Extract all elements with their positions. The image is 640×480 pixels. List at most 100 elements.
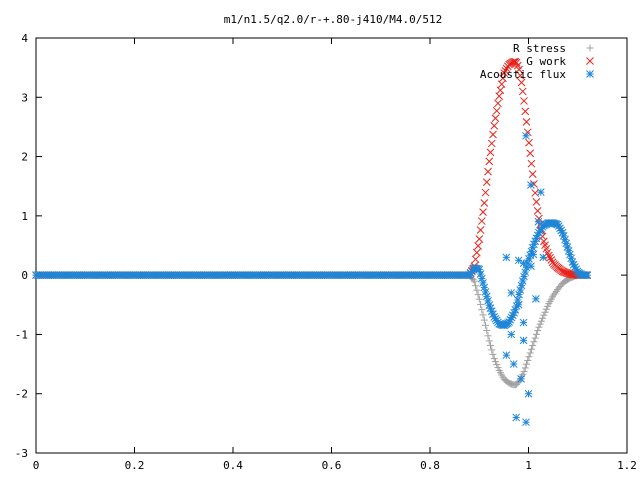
acoustic-flux-scatter-point (509, 360, 518, 368)
g-work-point (485, 157, 494, 166)
acoustic-flux-scatter-point (519, 259, 528, 268)
g-work-point (501, 66, 510, 75)
g-work-point (471, 255, 480, 264)
r-stress-point (551, 289, 559, 297)
r-stress-point (539, 314, 547, 322)
r-stress-point (522, 360, 530, 368)
acoustic-flux-scatter-point (522, 418, 530, 427)
r-stress-point (483, 327, 491, 335)
y-tick-label: 4 (21, 32, 28, 45)
r-stress-point (550, 291, 558, 299)
acoustic-flux-point (477, 274, 486, 283)
legend-label-r-stress: R stress (513, 42, 566, 55)
series-acoustic-flux (32, 131, 592, 427)
plot-frame (35, 37, 628, 454)
g-work-point (528, 170, 537, 178)
acoustic-flux-point (515, 290, 523, 299)
g-work-point (492, 106, 501, 115)
g-work-point (515, 65, 523, 74)
r-stress-point (488, 346, 496, 354)
x-tick-label: 1 (525, 459, 532, 472)
r-stress-point (484, 332, 492, 340)
r-stress-point (520, 368, 528, 376)
r-stress-point (478, 306, 486, 314)
g-work-point (484, 167, 492, 176)
r-stress-point (480, 316, 488, 324)
g-work-point (527, 159, 536, 168)
acoustic-flux-scatter-point (507, 330, 516, 339)
acoustic-flux-point (480, 283, 489, 292)
g-work-point (481, 188, 490, 197)
acoustic-flux-scatter-point (514, 300, 523, 309)
acoustic-flux-scatter-point (532, 295, 540, 303)
r-stress-point (479, 311, 487, 319)
g-work-point (472, 248, 481, 257)
g-work-point (526, 149, 535, 158)
r-stress-point (489, 350, 497, 358)
r-stress-point (525, 353, 533, 361)
acoustic-flux-point (475, 265, 484, 274)
x-tick-label: 0.8 (420, 459, 440, 472)
g-work-point (499, 74, 507, 83)
g-work-point (547, 256, 556, 264)
y-tick-label: 2 (21, 151, 28, 164)
g-work-point (496, 86, 505, 95)
r-stress-point (475, 295, 483, 303)
legend-marker-acoustic-flux (586, 70, 594, 78)
r-stress-point (470, 277, 478, 285)
y-tick-label: -1 (15, 328, 28, 341)
r-stress-point (493, 361, 501, 369)
acoustic-flux-point (583, 271, 592, 279)
legend-marker-r-stress (586, 44, 594, 52)
r-stress-point (540, 311, 548, 319)
acoustic-flux-scatter-point (527, 262, 535, 271)
g-work-point (482, 178, 491, 186)
acoustic-flux-scatter-point (529, 250, 538, 259)
r-stress-point (535, 323, 543, 331)
g-work-point (491, 114, 500, 123)
g-work-point (477, 217, 486, 225)
r-stress-point (490, 355, 498, 363)
g-work-point (521, 107, 530, 116)
g-work-point (518, 87, 527, 96)
g-work-point (535, 214, 543, 223)
r-stress-point (532, 330, 540, 338)
legend-label-acoustic-flux: Acoustic flux (480, 68, 566, 81)
r-stress-point (529, 342, 537, 350)
acoustic-flux-point (476, 270, 485, 278)
r-stress-point (527, 345, 535, 353)
g-work-point (544, 251, 553, 260)
g-work-point (546, 253, 554, 262)
g-work-point (500, 69, 509, 77)
acoustic-flux-point (484, 297, 492, 305)
series-r-stress (32, 271, 591, 389)
g-work-point (497, 80, 506, 89)
r-stress-point (530, 338, 538, 346)
acoustic-flux-scatter-point (517, 375, 525, 383)
g-work-point (486, 148, 495, 157)
acoustic-flux-scatter-point (519, 336, 528, 345)
r-stress-point (542, 305, 550, 313)
r-stress-point (524, 356, 532, 364)
g-work-point (476, 226, 485, 234)
r-stress-point (494, 364, 502, 372)
y-tick-label: 3 (21, 91, 28, 104)
g-work-point (532, 198, 541, 206)
y-tick-label: -2 (15, 388, 28, 401)
g-work-point (474, 242, 482, 250)
g-work-point (533, 207, 542, 215)
y-tick-label: -3 (15, 447, 28, 460)
r-stress-point (486, 341, 494, 349)
acoustic-flux-scatter-point (502, 351, 511, 360)
acoustic-flux-scatter-point (536, 188, 545, 196)
g-work-point (479, 208, 487, 216)
legend-marker-g-work (586, 57, 594, 65)
r-stress-point (534, 327, 542, 335)
acoustic-flux-point (517, 281, 526, 290)
r-stress-point (472, 282, 480, 290)
r-stress-point (531, 334, 539, 342)
x-tick-label: 0 (33, 459, 40, 472)
x-tick-label: 0.2 (125, 459, 145, 472)
